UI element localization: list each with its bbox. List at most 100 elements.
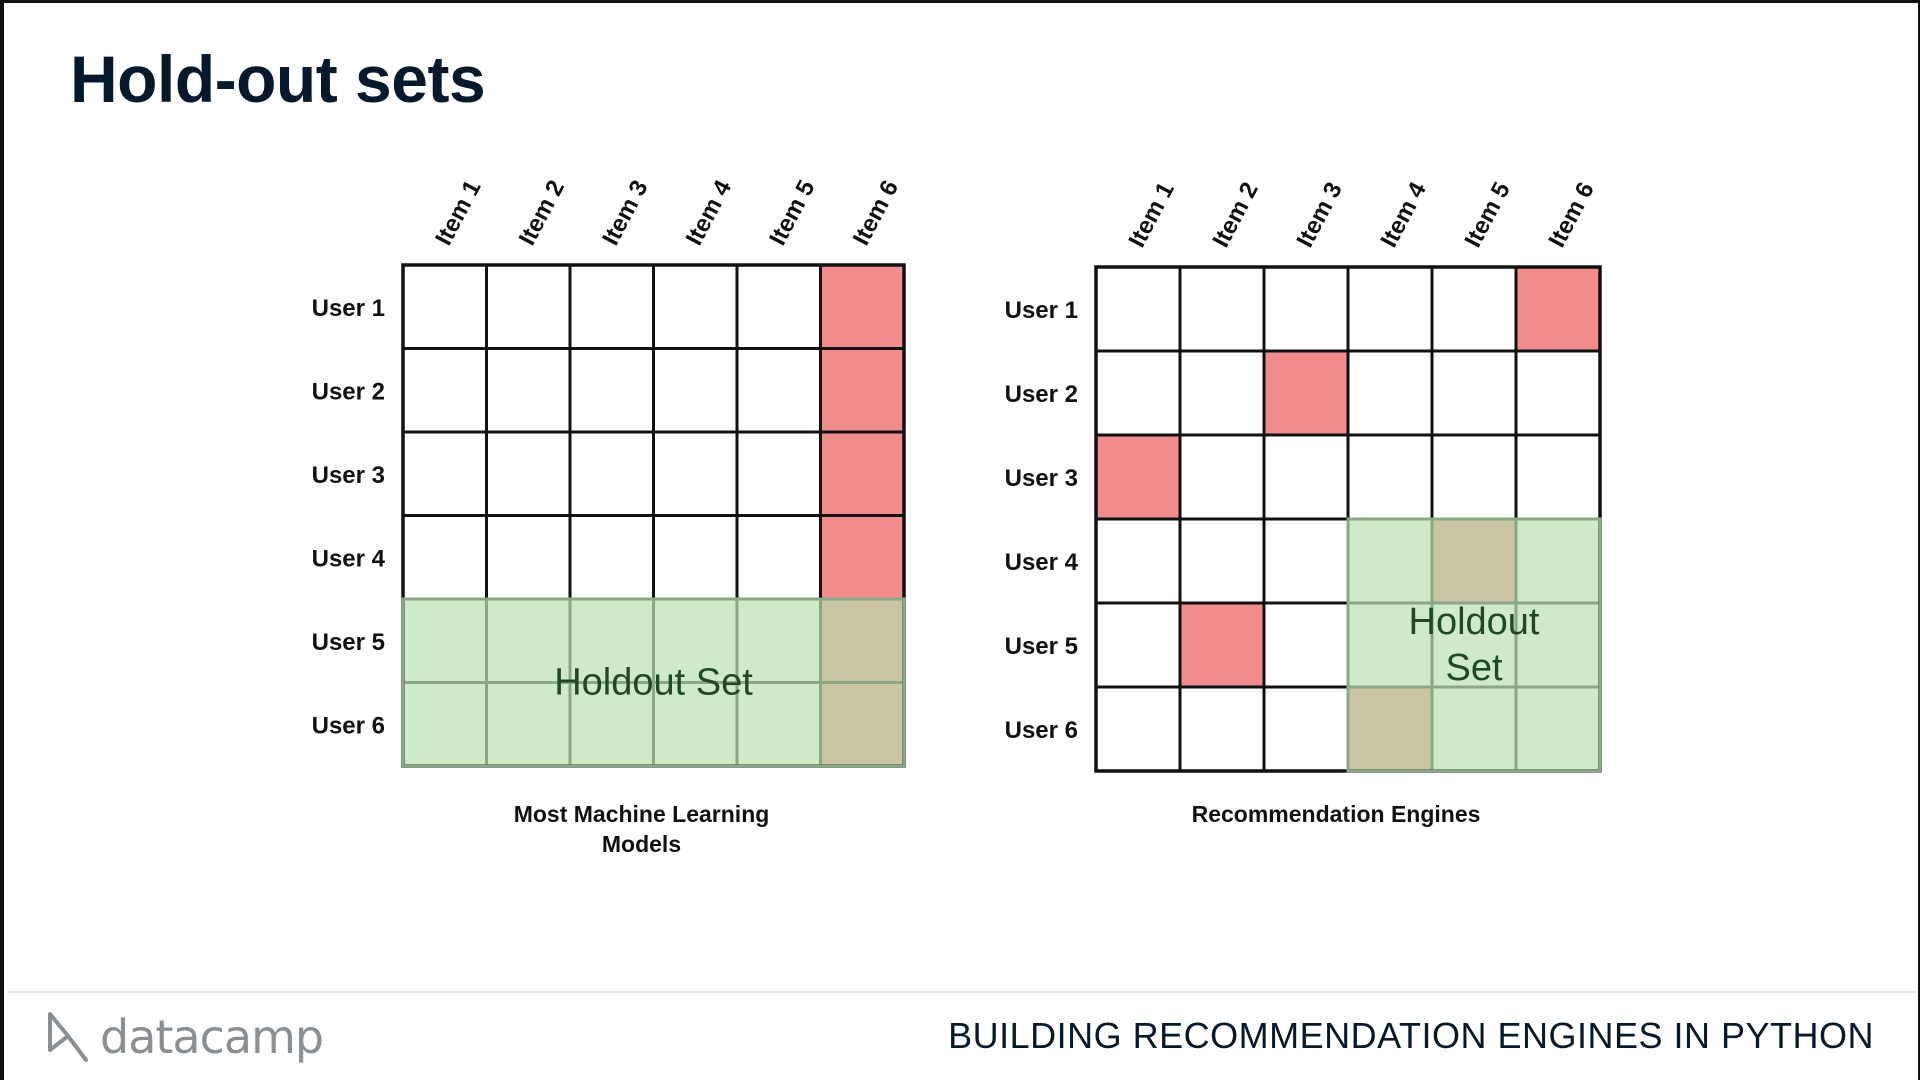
- grid-cell-d2-r2-c2: [1178, 349, 1266, 437]
- grid-cell-d2-r1-c2: [1178, 265, 1266, 353]
- grid-cell-d2-r4-c2: [1178, 517, 1266, 605]
- grid-cell-d1-r3-c4: [652, 430, 739, 517]
- grid-cell-d1-r3-c2: [485, 430, 572, 517]
- grid-cell-d2-r4-c6: [1514, 517, 1602, 605]
- grid-cell-d1-r2-c3: [568, 347, 655, 434]
- grid-cell-d2-r4-c5: [1430, 517, 1518, 605]
- grid-cell-d2-r4-c1: [1094, 517, 1182, 605]
- grid-cell-d1-r1-c3: [568, 263, 655, 350]
- grid-cell-d1-r1-c4: [652, 263, 739, 350]
- grid-cell-d2-r2-c3: [1262, 349, 1350, 437]
- row-label-user-5: User 5: [312, 629, 385, 656]
- grid-cell-d2-r6-c3: [1262, 685, 1350, 773]
- diagram-caption: Recommendation Engines: [1192, 801, 1481, 827]
- slide-title: Hold-out sets: [70, 42, 486, 116]
- row-label-user-4: User 4: [312, 545, 386, 572]
- grid-cell-d2-r5-c5: [1430, 601, 1518, 689]
- grid-cell-d1-r1-c2: [485, 263, 572, 350]
- holdout-set-label: Holdout Set: [554, 662, 753, 704]
- grid-cell-d1-r2-c5: [735, 347, 822, 434]
- col-label-item-5: Item 5: [764, 176, 820, 250]
- diagram-caption: Models: [602, 831, 681, 857]
- grid-cell-d1-r3-c3: [568, 430, 655, 517]
- footer-divider: [8, 991, 1916, 993]
- row-label-user-1: User 1: [312, 295, 385, 322]
- grid-cell-d1-r2-c4: [652, 347, 739, 434]
- grid-cell-d1-r4-c4: [652, 514, 739, 601]
- grid-cell-d2-r3-c3: [1262, 433, 1350, 521]
- grid-cell-d2-r3-c1: [1094, 433, 1182, 521]
- grid-cell-d1-r1-c5: [735, 263, 822, 350]
- grid-cell-d2-r3-c4: [1346, 433, 1434, 521]
- brand-name: datacamp: [100, 1010, 324, 1064]
- grid-cell-d1-r1-c1: [401, 263, 488, 350]
- grid-cell-d2-r2-c6: [1514, 349, 1602, 437]
- grid-cell-d1-r4-c2: [485, 514, 572, 601]
- grid-cell-d1-r2-c6: [819, 347, 906, 434]
- holdout-region-d2: [1346, 517, 1602, 773]
- grid-cell-d2-r1-c4: [1346, 265, 1434, 353]
- grid-cell-d2-r6-c5: [1430, 685, 1518, 773]
- grid-cell-d1-r3-c1: [401, 430, 488, 517]
- grid-cell-d2-r5-c6: [1514, 601, 1602, 689]
- holdout-set-label: Set: [1445, 647, 1502, 689]
- row-label-user-6: User 6: [312, 712, 385, 739]
- col-label-item-4: Item 4: [681, 175, 738, 249]
- grid-cell-d2-r4-c3: [1262, 517, 1350, 605]
- grid-cell-d2-r1-c6: [1514, 265, 1602, 353]
- row-label-user-2: User 2: [312, 378, 385, 405]
- grid-cell-d2-r2-c1: [1094, 349, 1182, 437]
- row-label-user-2: User 2: [1005, 381, 1078, 408]
- grid-cell-d1-r6-c5: [735, 681, 822, 768]
- grid-cell-d2-r6-c4: [1346, 685, 1434, 773]
- grid-cell-d2-r5-c2: [1178, 601, 1266, 689]
- grid-cell-d2-r5-c1: [1094, 601, 1182, 689]
- grid-cell-d1-r5-c4: [652, 597, 739, 684]
- grid-cell-d2-r6-c1: [1094, 685, 1182, 773]
- col-label-item-6: Item 6: [848, 176, 904, 250]
- grid-cell-d2-r4-c4: [1346, 517, 1434, 605]
- col-label-item-2: Item 2: [1207, 178, 1263, 252]
- grid-cell-d1-r1-c6: [819, 263, 906, 350]
- grid-cell-d1-r6-c1: [401, 681, 488, 768]
- grid-cell-d1-r4-c6: [819, 514, 906, 601]
- grid-cell-d1-r4-c5: [735, 514, 822, 601]
- row-label-user-4: User 4: [1005, 549, 1079, 576]
- grid-cell-d2-r5-c3: [1262, 601, 1350, 689]
- grid-cell-d2-r2-c5: [1430, 349, 1518, 437]
- grid-cell-d1-r3-c5: [735, 430, 822, 517]
- grid-cell-d2-r1-c1: [1094, 265, 1182, 353]
- col-label-item-5: Item 5: [1459, 178, 1515, 252]
- row-label-user-3: User 3: [312, 462, 385, 489]
- grid-cell-d1-r5-c1: [401, 597, 488, 684]
- col-label-item-2: Item 2: [514, 176, 570, 250]
- col-label-item-3: Item 3: [597, 176, 653, 250]
- holdout-set-label: Holdout: [1409, 601, 1540, 643]
- holdout-diagrams: User 1 User 2 User 3 User 4 User 5 User 6 Item…: [312, 175, 1602, 857]
- grid-cell-d1-r5-c2: [485, 597, 572, 684]
- diagram-caption: Most Machine Learning: [514, 801, 770, 827]
- col-label-item-4: Item 4: [1375, 177, 1432, 251]
- holdout-region-d1: [401, 597, 906, 768]
- grid-cell-d1-r3-c6: [819, 430, 906, 517]
- col-label-item-6: Item 6: [1543, 178, 1599, 252]
- grid-cell-d1-r4-c1: [401, 514, 488, 601]
- datacamp-logo: datacamp: [46, 1007, 324, 1067]
- grid-cell-d2-r2-c4: [1346, 349, 1434, 437]
- grid-cell-d2-r3-c2: [1178, 433, 1266, 521]
- course-title: BUILDING RECOMMENDATION ENGINES IN PYTHO…: [948, 1015, 1874, 1056]
- grid-cell-d1-r2-c2: [485, 347, 572, 434]
- grid-cell-d1-r4-c3: [568, 514, 655, 601]
- grid-cell-d2-r1-c3: [1262, 265, 1350, 353]
- col-label-item-1: Item 1: [1123, 178, 1179, 252]
- grid-cell-d2-r1-c5: [1430, 265, 1518, 353]
- col-label-item-3: Item 3: [1291, 178, 1347, 252]
- col-label-item-1: Item 1: [430, 176, 486, 250]
- grid-cell-d2-r3-c6: [1514, 433, 1602, 521]
- grid-cell-d1-r2-c1: [401, 347, 488, 434]
- row-label-user-5: User 5: [1005, 633, 1078, 660]
- grid-cell-d2-r6-c6: [1514, 685, 1602, 773]
- row-label-user-1: User 1: [1005, 297, 1078, 324]
- row-label-user-6: User 6: [1005, 717, 1078, 744]
